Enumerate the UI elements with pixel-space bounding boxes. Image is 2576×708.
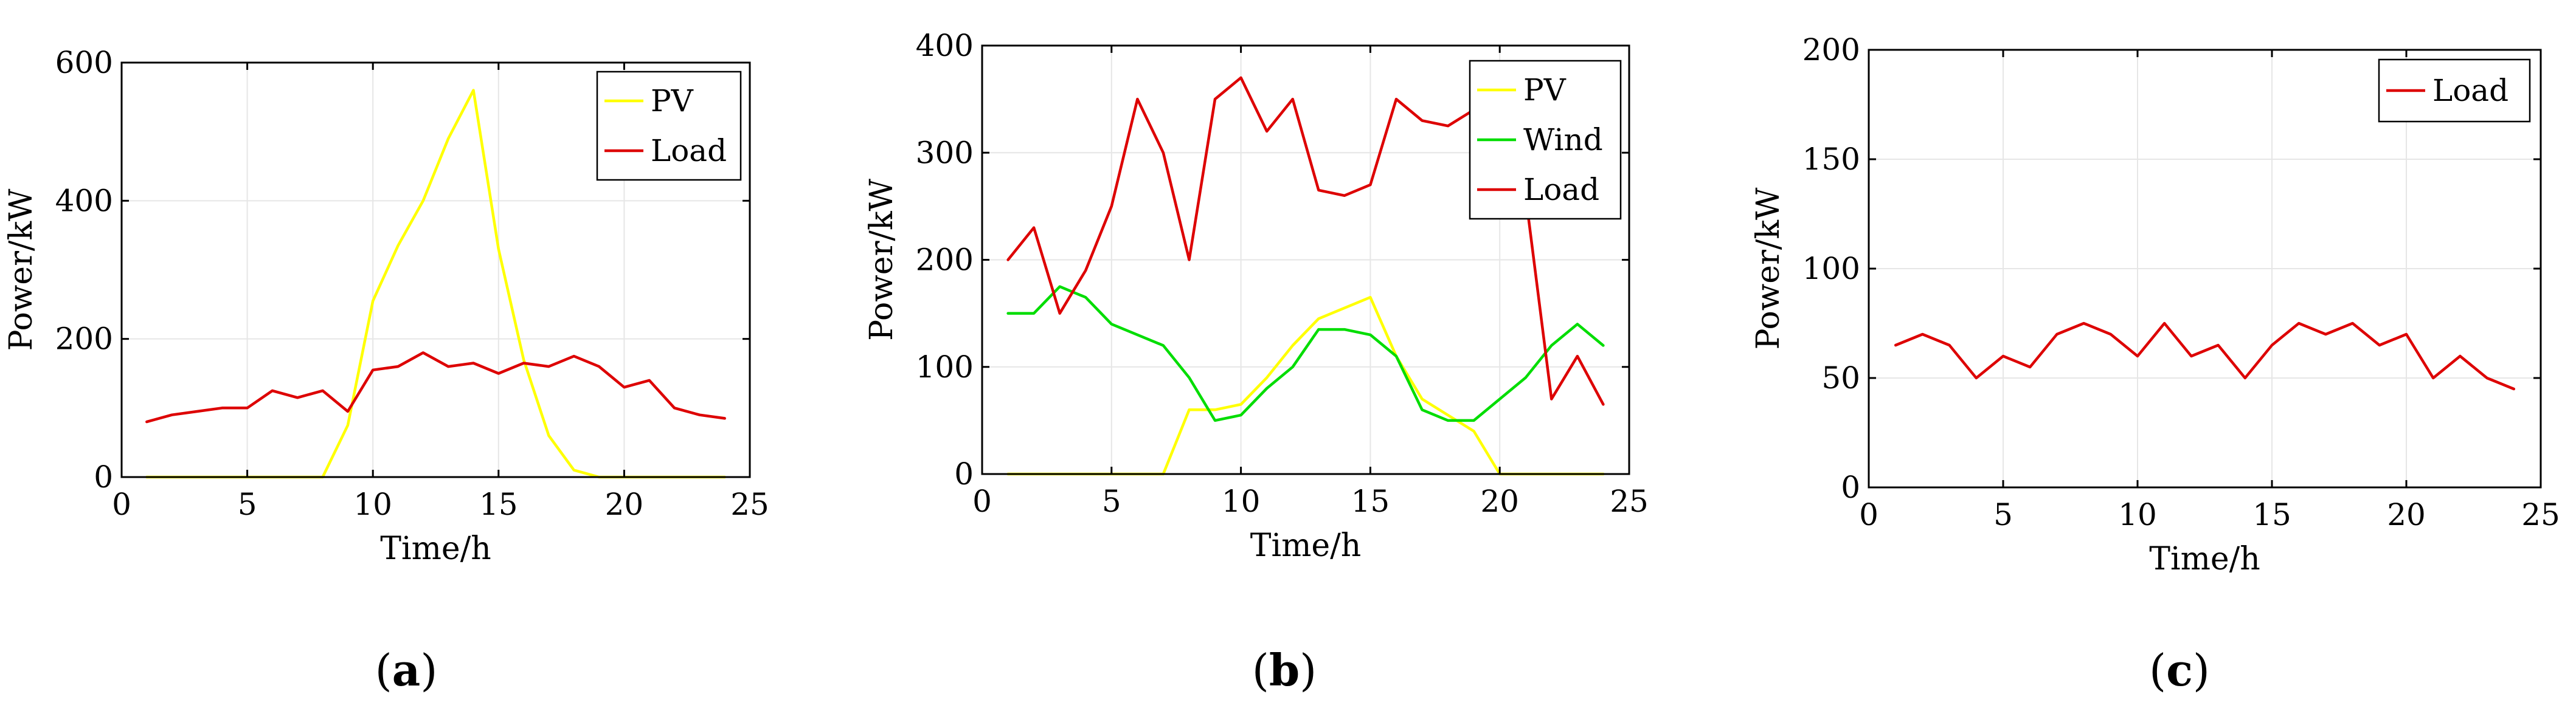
x-tick-label: 5	[238, 487, 257, 522]
legend: Load	[2378, 58, 2531, 123]
y-axis-label: Power/kW	[864, 179, 900, 341]
x-tick-label: 0	[112, 487, 131, 522]
panel-b: 0 5 10 15 20 25 0 100 200 300 400 Time/h Power/kW PV W…	[864, 28, 1649, 564]
x-tick-label: 5	[1102, 484, 1121, 519]
x-axis-label: Time/h	[1250, 528, 1361, 564]
y-tick-label: 50	[1821, 360, 1860, 396]
x-tick-label: 10	[2118, 497, 2157, 532]
y-tick-label: 0	[94, 459, 113, 495]
legend: PV Load	[596, 70, 742, 181]
x-tick-label: 20	[2387, 497, 2426, 532]
y-tick-label: 300	[916, 135, 974, 170]
caption-b: (b)	[1252, 644, 1317, 696]
x-tick-label: 20	[605, 487, 644, 522]
x-tick-label: 0	[972, 484, 992, 519]
series-line-load	[145, 351, 726, 424]
x-tick-label: 10	[1222, 484, 1261, 519]
x-tick-label: 25	[2521, 497, 2560, 532]
x-axis-label: Time/h	[380, 531, 491, 567]
y-tick-label: 200	[1802, 32, 1860, 67]
caption-a: (a)	[375, 644, 438, 696]
legend-label-load: Load	[2432, 73, 2508, 108]
x-tick-label: 20	[1480, 484, 1519, 519]
x-tick-label: 10	[353, 487, 392, 522]
legend: PV Wind Load	[1469, 60, 1622, 220]
x-axis-label: Time/h	[2149, 541, 2260, 577]
legend-label-wind: Wind	[1523, 122, 1603, 157]
y-tick-label: 0	[954, 456, 974, 492]
x-tick-label: 15	[1351, 484, 1390, 519]
series-line-wind	[1006, 285, 1605, 422]
y-tick-label: 400	[55, 183, 113, 218]
y-tick-label: 100	[916, 349, 974, 385]
legend-box	[596, 70, 742, 181]
y-tick-label: 100	[1802, 251, 1860, 286]
series-line-load	[1894, 321, 2516, 391]
axes-box	[120, 61, 751, 478]
y-tick-label: 200	[55, 321, 113, 357]
y-tick-label: 400	[916, 28, 974, 63]
caption-c: (c)	[2149, 644, 2210, 696]
x-tick-label: 25	[1610, 484, 1649, 519]
x-tick-label: 5	[1993, 497, 2013, 532]
legend-label-load: Load	[651, 133, 727, 168]
y-tick-label: 0	[1841, 470, 1860, 505]
legend-label-pv: PV	[1523, 72, 1567, 108]
x-tick-label: 15	[2252, 497, 2291, 532]
y-tick-label: 200	[916, 242, 974, 278]
legend-label-load: Load	[1523, 172, 1599, 207]
x-tick-label: 0	[1859, 497, 1878, 532]
legend-label-pv: PV	[651, 83, 694, 119]
y-tick-label: 150	[1802, 142, 1860, 177]
y-axis-label: Power/kW	[3, 188, 40, 351]
panel-a: 0 5 10 15 20 25 0 200 400 600 Time/h Power/kW PV Load	[3, 45, 769, 567]
x-tick-label: 15	[479, 487, 518, 522]
panel-c: 0 5 10 15 20 25 0 50 100 150 200 Time/h Power/kW Load	[1750, 32, 2560, 577]
y-tick-label: 600	[55, 45, 113, 80]
y-axis-label: Power/kW	[1750, 187, 1787, 349]
x-tick-label: 25	[730, 487, 769, 522]
